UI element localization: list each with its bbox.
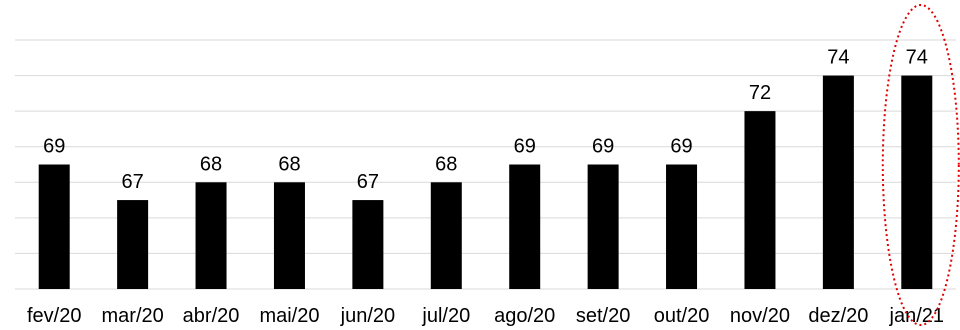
bar-mar-20 bbox=[117, 200, 149, 289]
data-label: 69 bbox=[592, 136, 614, 158]
bar-nov-20 bbox=[744, 111, 776, 290]
data-label: 74 bbox=[827, 47, 849, 69]
data-label: 69 bbox=[514, 136, 536, 158]
bar-jul-20 bbox=[430, 182, 462, 289]
data-label: 69 bbox=[670, 136, 692, 158]
bars bbox=[38, 75, 933, 290]
bar-jun-20 bbox=[352, 200, 384, 289]
data-label: 74 bbox=[906, 47, 928, 69]
bar-jan-21 bbox=[901, 75, 933, 289]
highlight-annotation bbox=[881, 4, 960, 326]
data-label: 69 bbox=[43, 136, 65, 158]
bar-set-20 bbox=[587, 164, 619, 289]
bar-mai-20 bbox=[273, 182, 305, 289]
data-label: 67 bbox=[122, 171, 144, 193]
x-tick-label: abr/20 bbox=[183, 305, 240, 327]
bar-dez-20 bbox=[822, 75, 854, 289]
data-label: 68 bbox=[278, 153, 300, 175]
x-tick-label: jul/20 bbox=[421, 305, 470, 327]
data-label: 68 bbox=[435, 153, 457, 175]
data-label: 72 bbox=[749, 82, 771, 104]
bar-out-20 bbox=[666, 164, 698, 289]
bar-abr-20 bbox=[195, 182, 227, 289]
bar-fev-20 bbox=[38, 164, 70, 289]
x-tick-label: nov/20 bbox=[730, 305, 790, 327]
bar-ago-20 bbox=[509, 164, 541, 289]
x-tick-label: fev/20 bbox=[27, 305, 81, 327]
x-tick-label: ago/20 bbox=[494, 305, 555, 327]
x-tick-label: set/20 bbox=[576, 305, 630, 327]
x-tick-label: mai/20 bbox=[259, 305, 319, 327]
x-tick-label: out/20 bbox=[654, 305, 710, 327]
x-axis-tick-labels: fev/20 mar/20 abr/20 mai/20 jun/20 jul/20 ago/… bbox=[27, 305, 944, 327]
x-tick-label: mar/20 bbox=[102, 305, 164, 327]
highlight-ellipse bbox=[881, 4, 960, 326]
x-tick-label: dez/20 bbox=[808, 305, 868, 327]
data-labels: 69 67 68 68 67 68 69 69 69 72 74 74 bbox=[43, 47, 928, 193]
data-label: 67 bbox=[357, 171, 379, 193]
data-label: 68 bbox=[200, 153, 222, 175]
gridlines bbox=[15, 39, 956, 290]
x-tick-label: jan/21 bbox=[889, 305, 945, 327]
x-tick-label: jun/20 bbox=[340, 305, 396, 327]
